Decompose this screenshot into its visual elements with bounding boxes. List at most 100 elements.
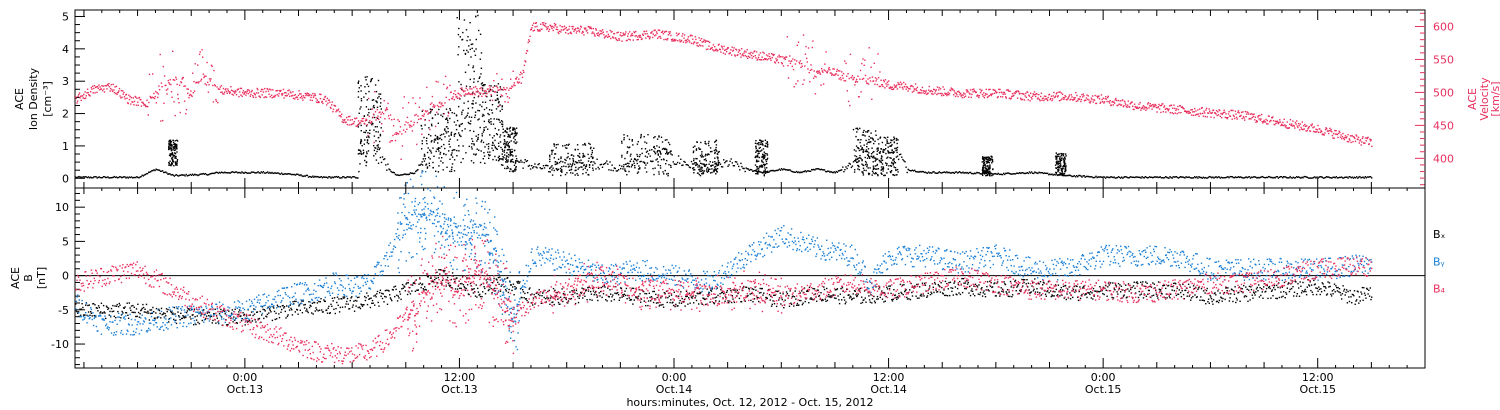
density-point xyxy=(169,154,171,157)
density-point xyxy=(1056,166,1059,169)
velocity-point xyxy=(337,109,339,112)
density-point xyxy=(554,161,557,163)
velocity-point xyxy=(821,70,823,72)
density-point xyxy=(1165,176,1167,178)
velocity-point xyxy=(694,36,696,38)
density-point xyxy=(456,17,458,19)
density-point xyxy=(639,167,641,169)
velocity-point xyxy=(1230,109,1233,112)
density-point xyxy=(861,159,863,162)
density-point xyxy=(364,159,366,162)
density-point xyxy=(887,168,889,170)
density-point xyxy=(92,177,94,179)
density-point xyxy=(1040,171,1042,174)
density-point xyxy=(855,127,857,130)
velocity-point xyxy=(428,112,430,114)
density-point xyxy=(636,162,638,165)
velocity-point xyxy=(824,63,826,65)
velocity-point xyxy=(945,92,947,95)
density-point xyxy=(1270,176,1272,179)
density-point xyxy=(1060,167,1062,170)
velocity-point xyxy=(1194,107,1196,110)
density-point xyxy=(554,153,556,155)
velocity-point xyxy=(1312,130,1315,133)
density-point xyxy=(858,160,860,162)
velocity-point xyxy=(789,62,792,65)
velocity-point xyxy=(907,90,909,92)
density-point xyxy=(152,169,154,172)
density-point xyxy=(976,171,978,174)
density-point xyxy=(756,168,758,170)
density-point xyxy=(462,145,464,147)
velocity-point xyxy=(207,91,210,93)
density-point xyxy=(716,164,718,167)
density-point xyxy=(1107,176,1109,178)
density-point xyxy=(890,145,892,147)
density-point xyxy=(715,148,717,151)
velocity-point xyxy=(376,108,378,111)
density-point xyxy=(500,120,503,122)
velocity-point xyxy=(448,112,450,115)
velocity-point xyxy=(434,125,437,128)
density-point xyxy=(527,165,530,167)
density-point xyxy=(360,140,362,142)
velocity-point xyxy=(1135,107,1138,109)
density-point xyxy=(881,159,884,161)
density-point xyxy=(497,83,500,85)
density-point xyxy=(211,172,213,175)
velocity-point xyxy=(1321,130,1323,133)
velocity-point xyxy=(277,89,279,92)
density-point xyxy=(693,158,695,160)
density-point xyxy=(484,146,486,148)
density-point xyxy=(865,149,868,151)
density-point xyxy=(582,168,584,171)
velocity-point xyxy=(220,91,222,93)
density-point xyxy=(588,157,590,159)
density-point xyxy=(756,170,758,173)
density-point xyxy=(755,156,757,159)
density-point xyxy=(1201,177,1203,179)
density-point xyxy=(232,171,235,173)
density-point xyxy=(515,127,518,129)
velocity-point xyxy=(1141,107,1143,110)
velocity-point xyxy=(798,61,800,64)
density-point xyxy=(171,145,173,147)
density-point xyxy=(886,140,888,143)
velocity-point xyxy=(1332,137,1334,139)
density-point xyxy=(475,48,477,50)
velocity-point xyxy=(911,84,913,87)
density-point xyxy=(792,171,795,173)
velocity-point xyxy=(795,83,797,85)
density-point xyxy=(893,137,896,140)
density-point xyxy=(371,77,373,80)
density-point xyxy=(171,158,174,160)
density-point xyxy=(866,150,869,153)
density-point xyxy=(655,159,657,161)
density-point xyxy=(892,162,895,165)
density-point xyxy=(488,109,491,111)
velocity-point xyxy=(1083,95,1085,97)
density-point xyxy=(1250,176,1253,178)
density-point xyxy=(882,151,885,153)
density-point xyxy=(345,177,347,179)
velocity-point xyxy=(534,26,536,28)
density-tick-label: 4 xyxy=(62,43,69,56)
density-point xyxy=(492,123,495,125)
velocity-series xyxy=(75,22,1373,160)
velocity-point xyxy=(1219,115,1221,117)
density-point xyxy=(191,173,194,175)
density-point xyxy=(367,142,370,145)
density-point xyxy=(1328,176,1330,178)
density-point xyxy=(1027,172,1030,175)
velocity-point xyxy=(1146,108,1148,110)
velocity-point xyxy=(641,38,643,40)
velocity-point xyxy=(479,92,482,94)
velocity-point xyxy=(269,88,271,90)
velocity-point xyxy=(471,88,473,90)
density-point xyxy=(471,143,473,145)
density-point xyxy=(1128,177,1130,179)
density-point xyxy=(174,174,177,176)
velocity-point xyxy=(873,62,875,64)
velocity-point xyxy=(1331,134,1334,137)
velocity-point xyxy=(856,78,858,81)
